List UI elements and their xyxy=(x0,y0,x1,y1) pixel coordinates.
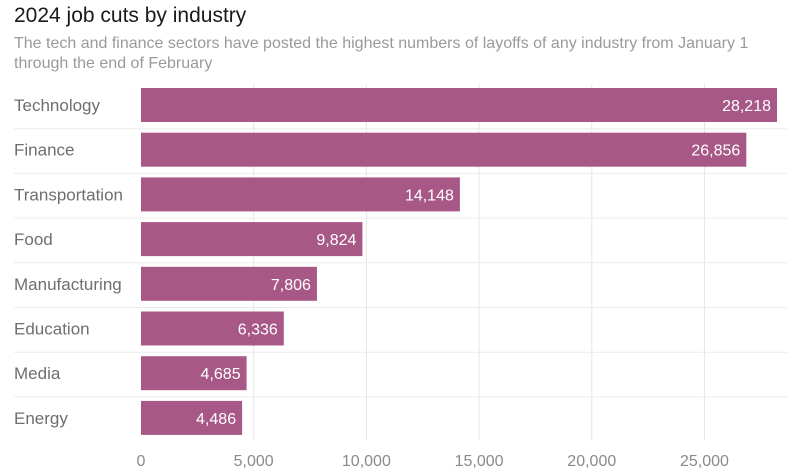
category-label: Energy xyxy=(14,409,68,428)
x-tick-label: 20,000 xyxy=(567,453,616,470)
category-label: Finance xyxy=(14,141,74,160)
value-label: 28,218 xyxy=(722,98,771,115)
value-label: 4,685 xyxy=(201,366,241,383)
bar-food xyxy=(141,222,363,257)
category-label: Media xyxy=(14,364,61,383)
category-label: Education xyxy=(14,320,90,339)
value-label: 14,148 xyxy=(405,187,454,204)
chart-subtitle: The tech and finance sectors have posted… xyxy=(14,35,749,72)
x-tick-label: 15,000 xyxy=(455,453,504,470)
bar-transportation xyxy=(141,177,460,212)
value-label: 26,856 xyxy=(691,143,740,160)
value-label: 9,824 xyxy=(316,232,356,249)
x-tick-label: 10,000 xyxy=(342,453,391,470)
x-tick-label: 5,000 xyxy=(234,453,274,470)
category-label: Food xyxy=(14,230,53,249)
value-label: 4,486 xyxy=(196,411,236,428)
bar-finance xyxy=(141,132,747,167)
bar-education xyxy=(141,311,284,346)
category-label: Manufacturing xyxy=(14,275,122,294)
value-label: 7,806 xyxy=(271,277,311,294)
bar-energy xyxy=(141,400,243,435)
bar-technology xyxy=(141,88,777,122)
bar-manufacturing xyxy=(141,266,317,301)
value-label: 6,336 xyxy=(238,322,278,339)
category-label: Technology xyxy=(14,96,101,115)
chart-title: 2024 job cuts by industry xyxy=(14,4,247,27)
x-tick-label: 25,000 xyxy=(680,453,729,470)
bar-media xyxy=(141,356,247,391)
x-tick-label: 0 xyxy=(137,453,146,470)
category-label: Transportation xyxy=(14,185,123,204)
